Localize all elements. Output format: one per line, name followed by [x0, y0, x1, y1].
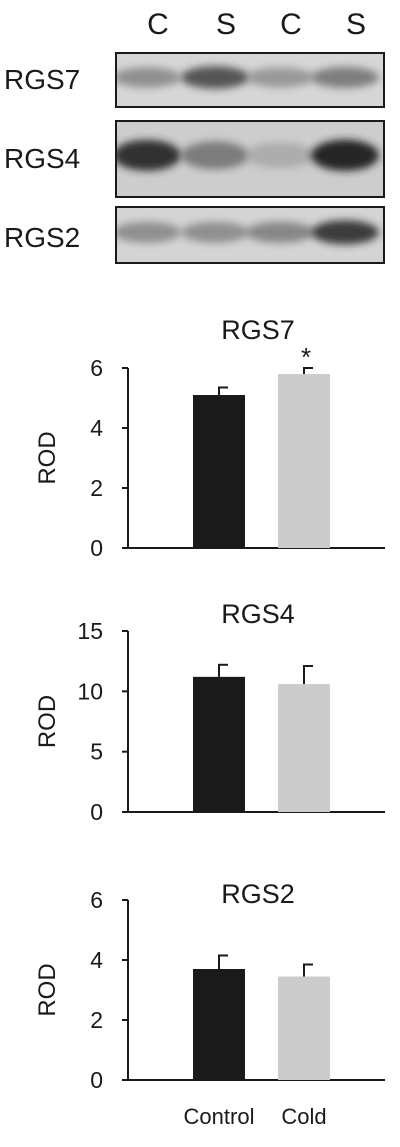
bar-control: [193, 395, 245, 548]
y-tick-label: 0: [90, 799, 103, 825]
chart-title: RGS4: [221, 599, 295, 629]
bar-control: [193, 969, 245, 1080]
blot-band-3: [246, 67, 314, 88]
blot-bands-rgs7: [117, 54, 383, 106]
y-tick-label: 0: [90, 1067, 103, 1093]
blot-bands-rgs2: [117, 208, 383, 262]
bar-cold: [278, 976, 330, 1080]
lane-label-1: C: [147, 8, 169, 41]
chart-title: RGS2: [221, 879, 295, 909]
blot-band-3: [246, 221, 314, 243]
blot-band-2: [181, 141, 249, 170]
y-tick-label: 15: [77, 618, 103, 644]
x-tick-label-control: Control: [184, 1104, 255, 1129]
blot-band-3: [246, 142, 314, 169]
y-tick-label: 2: [90, 1007, 103, 1033]
y-tick-label: 2: [90, 475, 103, 501]
x-tick-label-cold: Cold: [281, 1104, 326, 1129]
blot-label-rgs4: RGS4: [4, 143, 81, 174]
y-axis-label: ROD: [34, 963, 61, 1016]
significance-marker: *: [301, 342, 311, 372]
lane-label-3: C: [280, 8, 302, 41]
blot-band-2: [181, 221, 249, 243]
bar-cold: [278, 684, 330, 812]
blot-band-1: [117, 67, 181, 88]
blot-band-4: [311, 139, 379, 171]
blot-image-rgs7: [115, 52, 385, 108]
y-tick-label: 5: [90, 739, 103, 765]
y-axis-label: ROD: [34, 695, 61, 748]
blot-image-rgs4: [115, 120, 385, 198]
blot-bands-rgs4: [117, 122, 383, 196]
blot-image-rgs2: [115, 206, 385, 264]
y-tick-label: 0: [90, 535, 103, 561]
lane-label-2: S: [215, 8, 236, 41]
y-tick-label: 6: [90, 355, 103, 381]
blot-band-4: [311, 66, 379, 88]
y-tick-label: 4: [90, 947, 103, 973]
bar-control: [193, 676, 245, 812]
blot-band-1: [117, 139, 181, 171]
y-tick-label: 4: [90, 415, 103, 441]
blot-label-rgs2: RGS2: [4, 222, 81, 253]
y-axis-label: ROD: [34, 431, 61, 484]
bar-cold: [278, 374, 330, 548]
blot-band-1: [117, 221, 181, 243]
blot-band-2: [181, 66, 249, 89]
chart-title: RGS7: [221, 315, 295, 345]
y-tick-label: 10: [77, 678, 103, 704]
blot-band-4: [311, 220, 379, 245]
y-tick-label: 6: [90, 887, 103, 913]
lane-label-4: S: [345, 8, 366, 41]
blot-label-rgs7: RGS7: [4, 64, 81, 95]
